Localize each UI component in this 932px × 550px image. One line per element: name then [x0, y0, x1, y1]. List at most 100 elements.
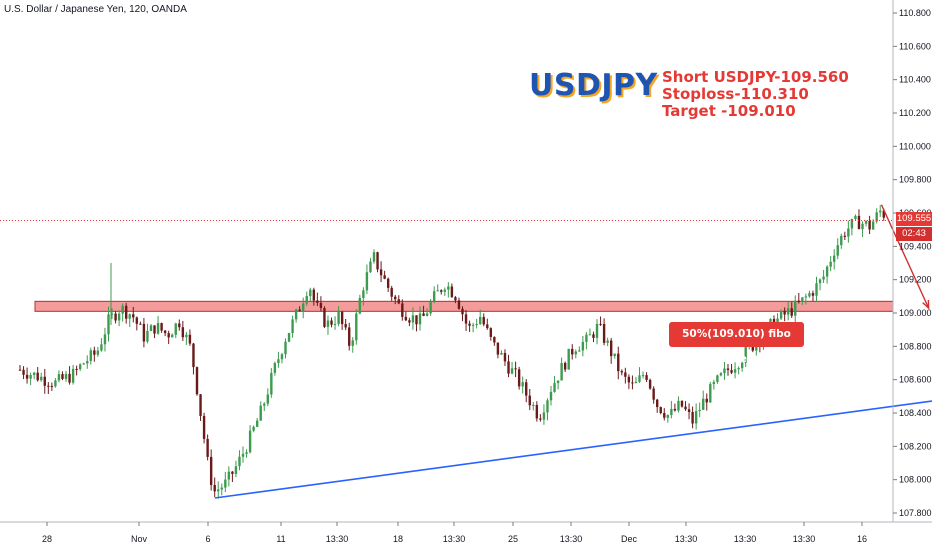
price-tick-label: 109.000 [899, 308, 932, 318]
candle-body [372, 252, 376, 262]
candle-body [432, 291, 436, 303]
candle-body [563, 362, 567, 370]
candle-body [266, 394, 269, 404]
candle-body [486, 324, 489, 329]
symbol-title: U.S. Dollar / Japanese Yen, 120, OANDA [4, 4, 187, 15]
price-tick-label: 110.800 [899, 8, 931, 18]
candle-body [280, 354, 284, 360]
candle-body [468, 323, 471, 326]
candle-body [496, 342, 500, 355]
candle-body [627, 376, 631, 383]
candle-body [330, 320, 333, 325]
candle-body [751, 345, 754, 351]
candle-body [394, 296, 397, 300]
candle-body [691, 412, 694, 424]
candle-body [277, 359, 280, 364]
candle-body [309, 289, 312, 297]
candle-body [29, 375, 32, 379]
current-price-tag: 109.555 [896, 212, 932, 226]
candle-body [507, 361, 510, 374]
candle-body [797, 300, 800, 303]
candle-body [333, 323, 337, 325]
time-tick-label: 16 [857, 534, 867, 544]
candle-body [783, 310, 786, 315]
candle-body [263, 403, 266, 406]
price-tick-label: 110.200 [899, 108, 931, 118]
candle-body [680, 400, 684, 407]
candle-body [517, 369, 521, 387]
candle-body [818, 279, 822, 284]
candle-body [659, 407, 662, 414]
candle-body [641, 375, 645, 377]
candle-body [103, 334, 107, 345]
candle-body [50, 386, 54, 388]
candle-body [93, 350, 96, 355]
candle-body [510, 368, 514, 374]
candle-body [609, 340, 613, 357]
candle-body [447, 286, 450, 290]
candle-body [801, 297, 804, 303]
candle-body [493, 336, 496, 343]
candle-body [687, 409, 691, 413]
candle-body [613, 353, 616, 357]
candle-body [709, 384, 712, 403]
candle-body [436, 290, 439, 292]
candle-body [854, 215, 857, 220]
candle-body [149, 325, 153, 331]
candle-body [68, 373, 71, 383]
candle-body [323, 307, 326, 327]
candle-body [316, 300, 319, 303]
candle-body [542, 412, 546, 420]
candle-body [556, 380, 560, 384]
candle-body [733, 369, 737, 373]
price-tick-label: 109.400 [899, 241, 932, 251]
candle-body [461, 308, 464, 315]
candle-body [61, 374, 64, 379]
candle-body [206, 438, 209, 457]
time-tick-label: 6 [205, 534, 210, 544]
candle-body [340, 311, 344, 325]
candle-body [606, 340, 609, 343]
time-tick-label: 25 [508, 534, 518, 544]
candle-body [666, 415, 670, 418]
candle-body [825, 266, 829, 277]
candle-body [220, 487, 223, 490]
symbol-heading: USDJPY [529, 68, 658, 103]
candle-body [581, 341, 585, 351]
candle-body [43, 376, 46, 386]
time-tick-label: 13:30 [675, 534, 698, 544]
candle-body [595, 323, 599, 338]
ascending-trendline[interactable] [214, 350, 932, 499]
candle-body [521, 382, 524, 387]
trade-stoploss: Stoploss-110.310 [662, 85, 809, 103]
candle-body [620, 371, 623, 373]
candle-body [146, 330, 149, 342]
candle-body [125, 305, 128, 319]
candle-body [790, 308, 793, 316]
resistance-zone [34, 300, 894, 312]
candle-body [871, 221, 875, 230]
candle-body [638, 375, 641, 382]
candle-body [245, 452, 248, 454]
candle-body [694, 411, 698, 424]
candle-body [811, 293, 815, 296]
candle-body [479, 316, 482, 325]
candle-body [75, 368, 78, 370]
candle-body [238, 456, 241, 467]
time-tick-label: 11 [276, 534, 285, 544]
candle-body [602, 323, 606, 343]
candle-body [440, 290, 443, 292]
candle-body [142, 323, 146, 342]
time-tick-label: 13:30 [443, 534, 466, 544]
projection-arrow-line[interactable] [880, 204, 930, 309]
candle-body [769, 318, 772, 324]
time-tick-label: Nov [131, 534, 148, 544]
candle-body [287, 333, 291, 342]
candle-body [174, 323, 177, 335]
candle-body [401, 303, 404, 317]
time-tick-label: 28 [42, 534, 52, 544]
time-tick-label: 13:30 [326, 534, 349, 544]
candle-body [489, 328, 493, 337]
candle-body [82, 363, 85, 365]
